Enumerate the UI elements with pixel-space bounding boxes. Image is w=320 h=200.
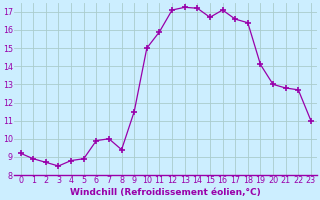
X-axis label: Windchill (Refroidissement éolien,°C): Windchill (Refroidissement éolien,°C): [70, 188, 261, 197]
